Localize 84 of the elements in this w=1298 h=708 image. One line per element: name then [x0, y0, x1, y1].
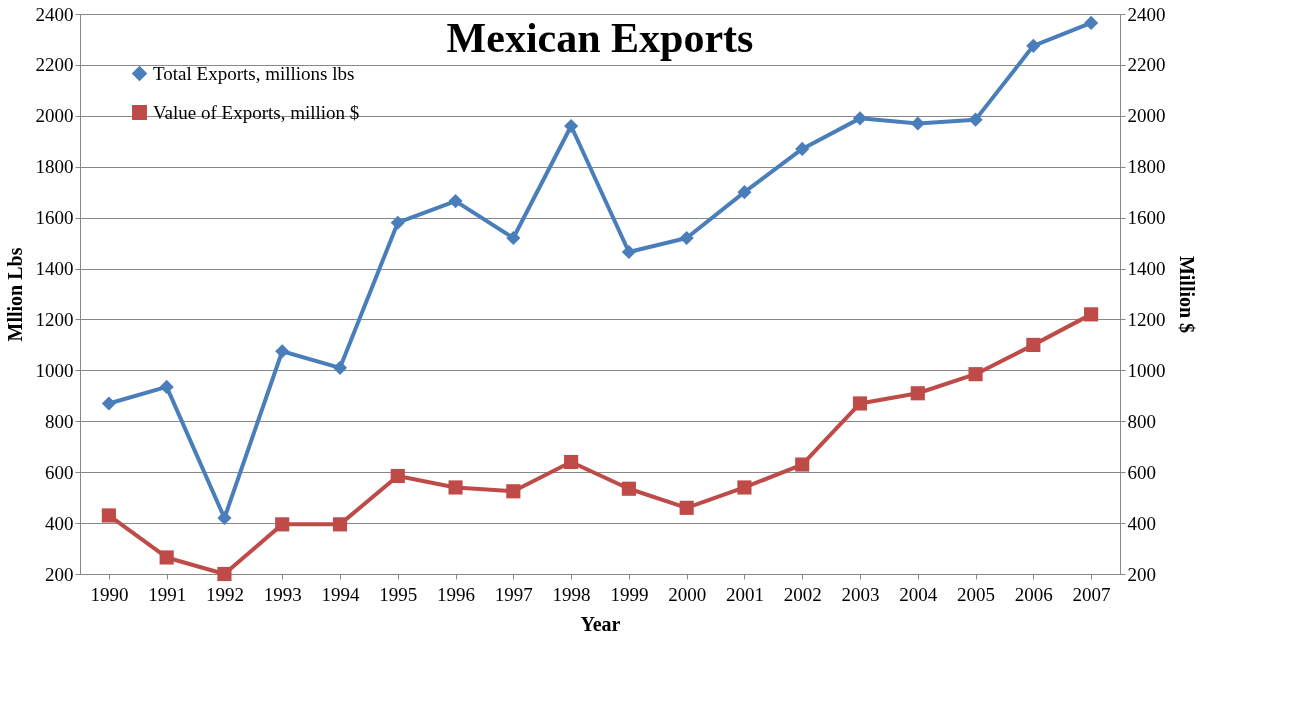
- point: [506, 230, 521, 246]
- x-tick-label: 1995: [379, 583, 418, 605]
- y2-axis-title: Million $: [1175, 255, 1198, 334]
- y2-tick-label: 2400: [1127, 3, 1166, 25]
- point: [448, 194, 463, 209]
- y-tick-label: 200: [45, 563, 74, 585]
- legend-label: Value of Exports, million $: [153, 101, 360, 123]
- point: [795, 141, 810, 156]
- point: [332, 360, 348, 375]
- y-tick-label: 2400: [35, 3, 74, 25]
- point: [852, 111, 868, 126]
- y-tick-label: 1800: [35, 156, 74, 178]
- x-tick-label: 1996: [437, 583, 476, 605]
- point: [506, 484, 521, 499]
- point: [679, 500, 694, 515]
- y2-tick-label: 2200: [1127, 54, 1166, 76]
- y2-tick-label: 1400: [1127, 258, 1166, 280]
- point: [390, 468, 405, 484]
- legend-label: Total Exports, millions lbs: [153, 62, 355, 84]
- y2-tick-label: 400: [1127, 512, 1156, 534]
- y-tick-label: 2200: [35, 54, 74, 76]
- point: [159, 379, 174, 394]
- x-tick-label: 2001: [725, 583, 764, 605]
- x-tick-label: 1990: [90, 583, 129, 605]
- point: [795, 457, 810, 472]
- x-tick-label: 2005: [957, 583, 996, 605]
- y2-tick-label: 1000: [1127, 359, 1166, 381]
- y-tick-label: 2000: [35, 105, 74, 127]
- point: [275, 344, 290, 359]
- point: [1026, 38, 1041, 53]
- point: [564, 454, 579, 470]
- point: [852, 396, 868, 411]
- point: [564, 118, 579, 134]
- x-tick-label: 2007: [1072, 583, 1111, 605]
- y2-tick-label: 2000: [1127, 105, 1166, 127]
- x-tick-label: 2002: [783, 583, 822, 605]
- x-tick-label: 2003: [841, 583, 880, 605]
- x-tick-label: 2004: [899, 583, 938, 605]
- point: [217, 510, 232, 526]
- point: [217, 566, 232, 582]
- x-tick-label: 1997: [494, 583, 533, 605]
- point: [1084, 307, 1099, 322]
- x-axis-title: Year: [580, 612, 621, 635]
- x-tick-label: 1991: [148, 583, 187, 605]
- point: [621, 481, 636, 496]
- y2-tick-label: 600: [1127, 461, 1156, 483]
- point: [1026, 337, 1041, 352]
- x-tick-label: 1992: [205, 583, 244, 605]
- point: [968, 112, 983, 127]
- y2-tick-label: 200: [1127, 563, 1156, 585]
- y-tick-label: 1400: [35, 258, 74, 280]
- x-tick-label: 1993: [263, 583, 302, 605]
- x-tick-label: 1994: [321, 583, 360, 605]
- point: [737, 185, 752, 200]
- y-axis-title: Mllion Lbs: [3, 247, 26, 342]
- point: [679, 230, 694, 246]
- x-tick-label: 2000: [668, 583, 707, 605]
- y-tick-label: 400: [45, 512, 74, 534]
- point: [621, 244, 636, 260]
- y-tick-label: 1600: [35, 207, 74, 229]
- y2-tick-label: 800: [1127, 410, 1156, 432]
- point: [968, 367, 983, 382]
- x-tick-label: 1999: [610, 583, 649, 605]
- point: [910, 386, 925, 401]
- point: [737, 480, 752, 495]
- point: [101, 508, 116, 523]
- x-tick-label: 1998: [552, 583, 591, 605]
- point: [910, 116, 925, 131]
- point: [390, 215, 405, 230]
- y2-tick-label: 1800: [1127, 156, 1166, 178]
- point: [159, 550, 174, 565]
- point: [332, 517, 348, 532]
- y2-tick-label: 1200: [1127, 308, 1166, 330]
- y-tick-label: 800: [45, 410, 74, 432]
- chart-title: Mexican Exports: [446, 15, 754, 61]
- y2-tick-label: 1600: [1127, 207, 1166, 229]
- y-tick-label: 1200: [35, 308, 74, 330]
- y-tick-label: 600: [45, 461, 74, 483]
- point: [1084, 15, 1099, 30]
- y-tick-label: 1000: [35, 359, 74, 381]
- point: [448, 480, 463, 495]
- point: [101, 396, 116, 411]
- point: [275, 517, 290, 532]
- x-tick-label: 2006: [1014, 583, 1053, 605]
